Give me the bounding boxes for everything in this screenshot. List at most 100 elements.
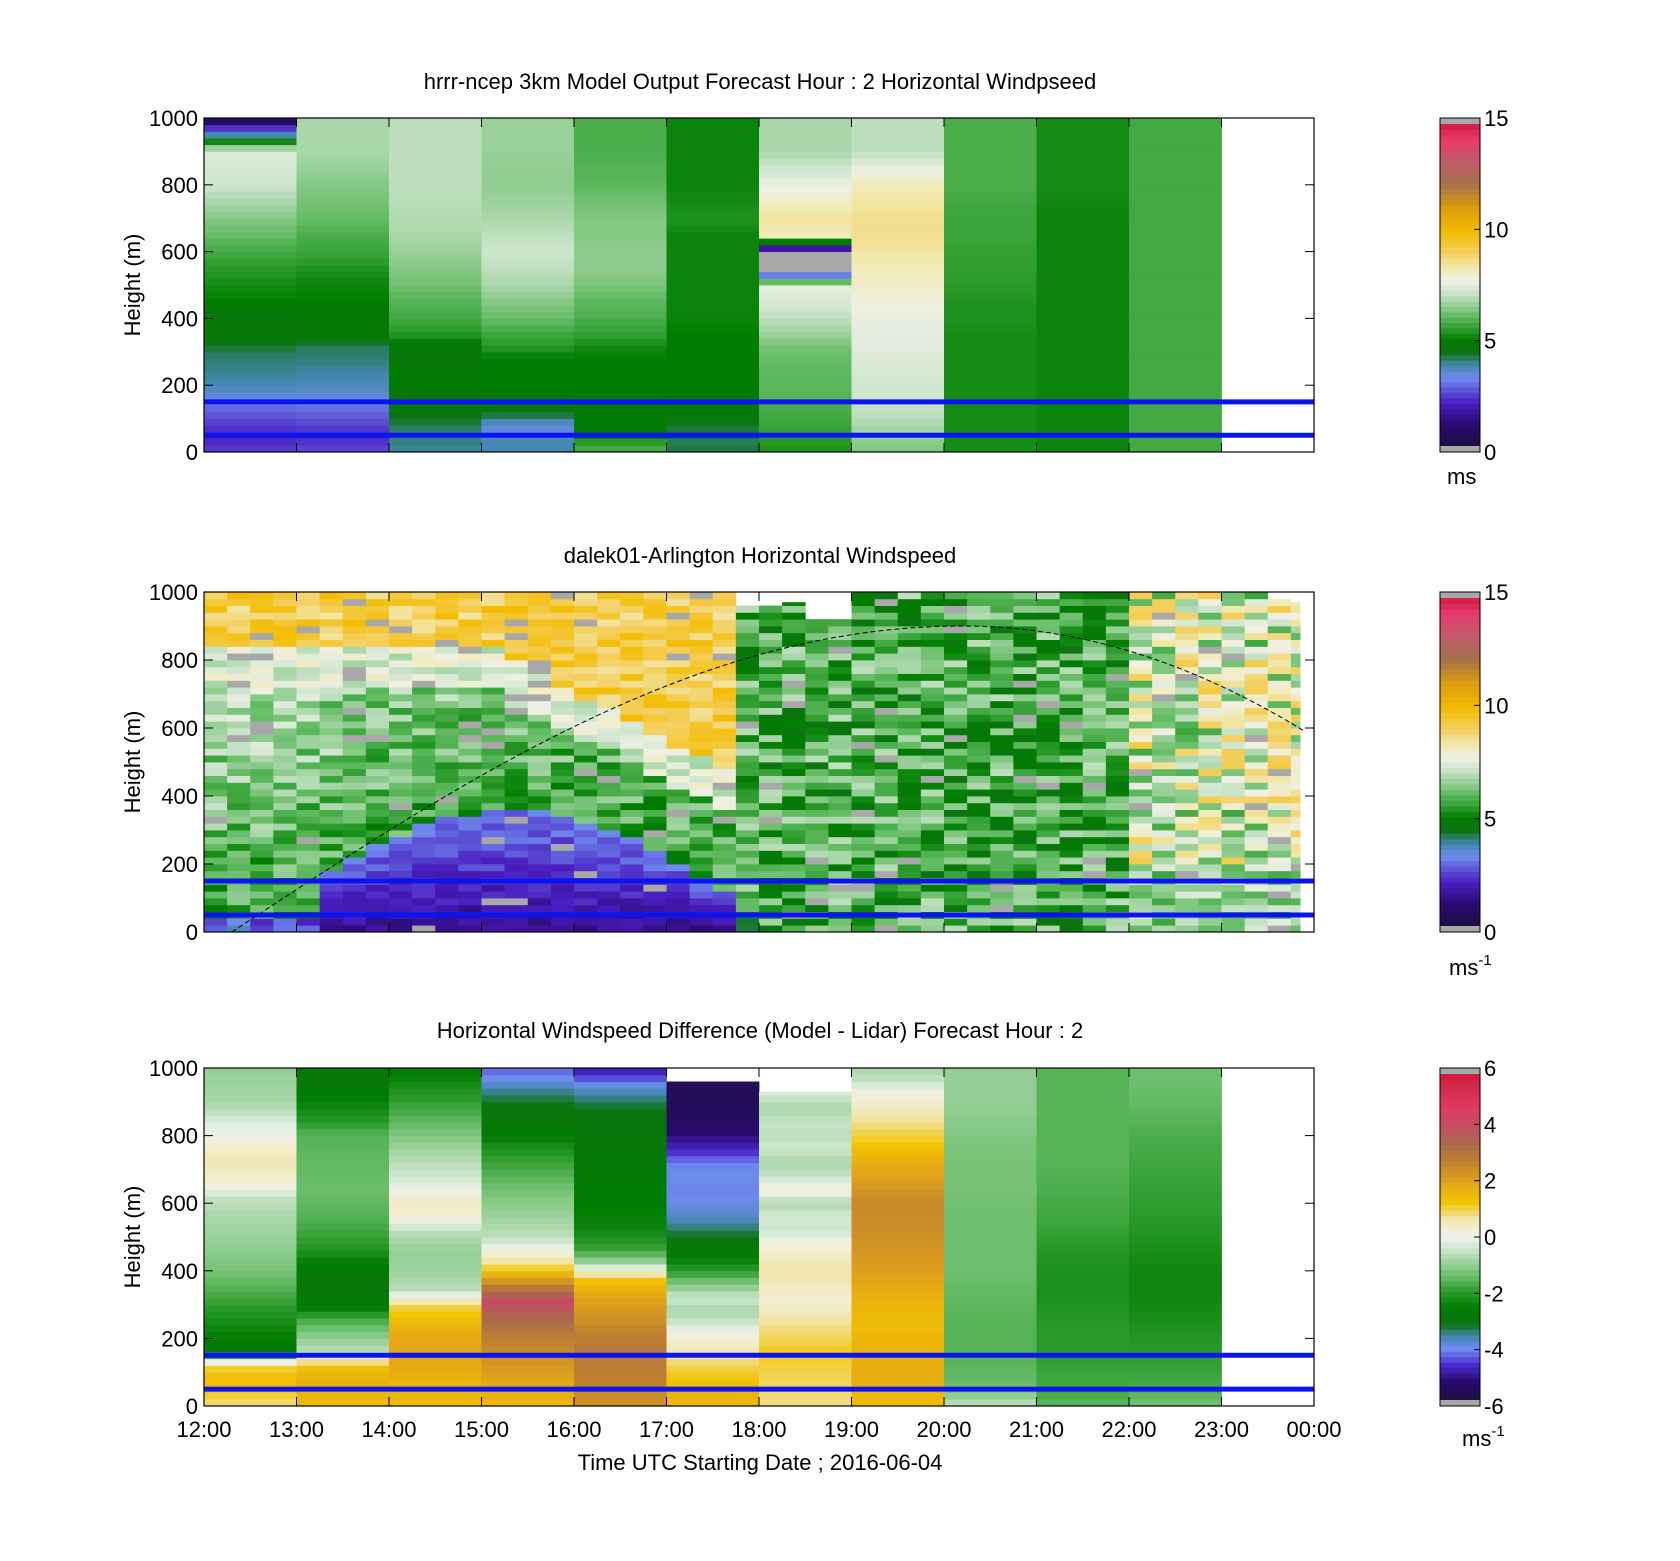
heatmap-cell xyxy=(944,748,968,756)
heatmap-cell xyxy=(319,639,344,647)
heatmap-cell xyxy=(435,796,459,804)
heatmap-cell xyxy=(1267,741,1292,749)
heatmap-cell xyxy=(412,884,436,892)
heatmap-cell xyxy=(458,796,482,804)
heatmap-cell xyxy=(481,653,506,661)
heatmap-cell xyxy=(1244,639,1269,647)
heatmap-cell xyxy=(759,796,783,804)
heatmap-cell xyxy=(435,728,459,736)
heatmap-cell xyxy=(296,244,390,252)
heatmap-cell xyxy=(481,191,575,199)
heatmap-cell xyxy=(851,1297,945,1305)
heatmap-cell xyxy=(759,1270,852,1278)
heatmap-cell xyxy=(1267,728,1292,736)
heatmap-cell xyxy=(204,1149,297,1157)
heatmap-cell xyxy=(759,184,852,192)
heatmap-cell xyxy=(1036,707,1061,715)
colorbar-swatch xyxy=(1440,204,1480,211)
heatmap-cell xyxy=(620,884,644,892)
heatmap-cell xyxy=(296,1365,390,1373)
heatmap-cell xyxy=(1129,666,1153,674)
heatmap-cell xyxy=(712,714,737,722)
heatmap-cell xyxy=(944,1392,1037,1400)
colorbar-swatch xyxy=(1440,718,1480,725)
heatmap-cell xyxy=(666,1297,760,1305)
heatmap-cell xyxy=(1036,385,1130,393)
heatmap-cell xyxy=(1221,714,1246,722)
heatmap-cell xyxy=(458,782,482,790)
heatmap-cell xyxy=(1013,898,1037,906)
heatmap-cell xyxy=(458,884,482,892)
heatmap-cell xyxy=(643,843,667,851)
heatmap-cell xyxy=(851,391,945,399)
heatmap-cell xyxy=(851,191,945,199)
heatmap-cell xyxy=(920,598,945,606)
heatmap-cell xyxy=(342,660,367,668)
heatmap-cell xyxy=(1290,646,1301,654)
heatmap-cell xyxy=(574,925,598,933)
heatmap-cell xyxy=(782,768,806,776)
colorbar-swatch xyxy=(1440,767,1480,774)
colorbar-swatch xyxy=(1440,909,1480,916)
heatmap-cell xyxy=(389,244,482,252)
heatmap-cell xyxy=(412,605,436,613)
heatmap-cell xyxy=(250,639,274,647)
heatmap-cell xyxy=(574,1196,667,1204)
heatmap-cell xyxy=(296,612,321,620)
heatmap-cell xyxy=(666,1162,760,1170)
heatmap-cell xyxy=(990,666,1014,674)
heatmap-cell xyxy=(204,925,228,933)
heatmap-cell xyxy=(1244,762,1269,770)
heatmap-cell xyxy=(712,843,737,851)
heatmap-cell xyxy=(990,707,1014,715)
heatmap-cell xyxy=(296,646,321,654)
heatmap-cell xyxy=(759,231,852,239)
heatmap-cell xyxy=(666,351,760,359)
heatmap-cell xyxy=(389,802,413,810)
heatmap-cell xyxy=(389,632,413,640)
heatmap-cell xyxy=(574,264,667,273)
heatmap-cell xyxy=(666,782,691,790)
heatmap-cell xyxy=(504,707,529,715)
heatmap-cell xyxy=(273,598,297,606)
heatmap-cell xyxy=(874,673,899,681)
heatmap-cell xyxy=(1175,598,1199,606)
heatmap-cell xyxy=(1198,741,1222,749)
heatmap-cell xyxy=(666,1203,760,1211)
heatmap-cell xyxy=(481,850,506,858)
heatmap-cell xyxy=(481,843,506,851)
heatmap-cell xyxy=(1290,782,1301,790)
heatmap-cell xyxy=(897,884,922,892)
heatmap-cell xyxy=(1059,898,1084,906)
heatmap-cell xyxy=(550,809,575,817)
heatmap-cell xyxy=(273,653,297,661)
heatmap-cell xyxy=(1082,592,1107,600)
heatmap-cell xyxy=(250,864,274,872)
heatmap-cell xyxy=(574,639,598,647)
y-tick-label: 800 xyxy=(161,173,198,198)
heatmap-cell xyxy=(990,925,1014,933)
heatmap-cell xyxy=(342,809,367,817)
heatmap-cell xyxy=(759,311,852,319)
heatmap-cell xyxy=(504,762,529,770)
heatmap-cell xyxy=(574,694,598,702)
colorbar-swatch xyxy=(1440,1242,1480,1249)
heatmap-cell xyxy=(342,741,367,749)
heatmap-cell xyxy=(319,673,344,681)
heatmap-cell xyxy=(874,830,899,838)
heatmap-cell xyxy=(1290,660,1301,668)
heatmap-cell xyxy=(458,864,482,872)
heatmap-cell xyxy=(1105,802,1130,810)
heatmap-cell xyxy=(944,1169,1037,1177)
heatmap-cell xyxy=(805,626,829,634)
heatmap-cell xyxy=(643,592,667,600)
heatmap-cell xyxy=(204,1257,297,1265)
heatmap-cell xyxy=(342,721,367,729)
heatmap-cell xyxy=(458,660,482,668)
heatmap-cell xyxy=(782,809,806,817)
heatmap-cell xyxy=(574,1358,667,1366)
heatmap-cell xyxy=(1013,741,1037,749)
heatmap-cell xyxy=(805,850,829,858)
heatmap-cell xyxy=(851,338,945,346)
heatmap-cell xyxy=(250,755,274,763)
